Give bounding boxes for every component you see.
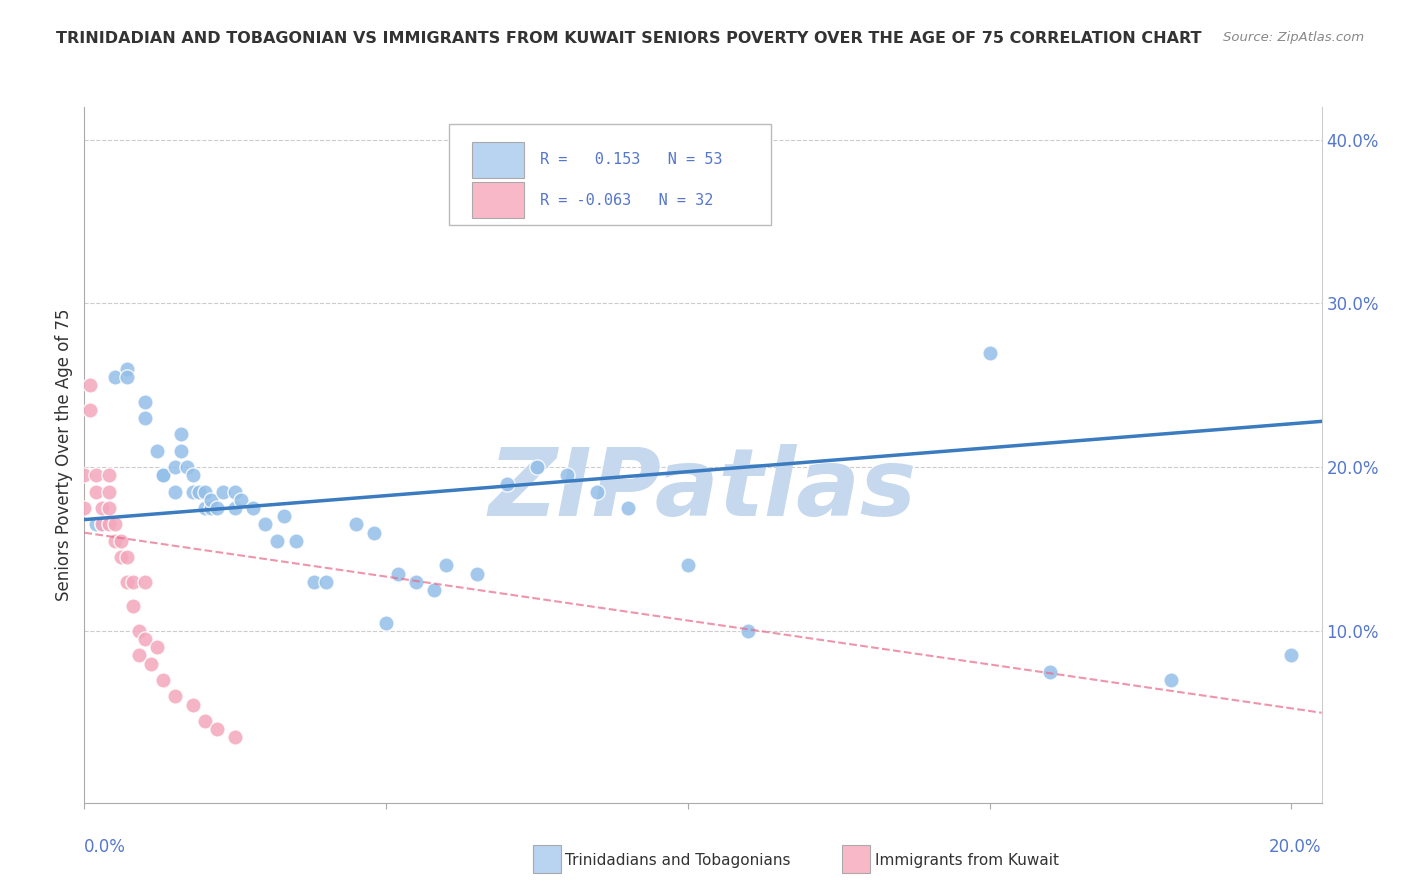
FancyBboxPatch shape xyxy=(450,124,770,226)
Point xyxy=(1039,665,1062,679)
Point xyxy=(128,624,150,638)
Point xyxy=(387,566,409,581)
Point xyxy=(302,574,325,589)
Point xyxy=(79,403,101,417)
Text: R = -0.063   N = 32: R = -0.063 N = 32 xyxy=(540,193,713,208)
Point xyxy=(242,501,264,516)
Point xyxy=(737,624,759,638)
Point xyxy=(194,714,217,728)
Point xyxy=(103,517,125,532)
Point xyxy=(86,484,108,499)
Point xyxy=(103,533,125,548)
Point xyxy=(163,690,186,704)
Point xyxy=(254,517,277,532)
Point xyxy=(465,566,488,581)
Point xyxy=(91,517,114,532)
Point xyxy=(170,443,193,458)
Point xyxy=(110,533,132,548)
FancyBboxPatch shape xyxy=(471,182,523,219)
Point xyxy=(163,484,186,499)
Point xyxy=(139,657,162,671)
Point xyxy=(205,722,228,736)
Point xyxy=(676,558,699,573)
Point xyxy=(163,460,186,475)
Point xyxy=(134,632,156,646)
Point xyxy=(375,615,398,630)
Point xyxy=(73,501,96,516)
Point xyxy=(344,517,367,532)
Point xyxy=(103,370,125,384)
Point xyxy=(273,509,295,524)
Point xyxy=(423,582,446,597)
Point xyxy=(266,533,288,548)
Point xyxy=(205,501,228,516)
Point xyxy=(405,574,427,589)
Text: 0.0%: 0.0% xyxy=(84,838,127,855)
Point xyxy=(555,468,578,483)
Point xyxy=(91,517,114,532)
Point xyxy=(176,460,198,475)
Point xyxy=(231,492,253,507)
Text: Source: ZipAtlas.com: Source: ZipAtlas.com xyxy=(1223,31,1364,45)
Point xyxy=(91,501,114,516)
Point xyxy=(188,484,211,499)
Point xyxy=(97,517,120,532)
Point xyxy=(979,345,1001,359)
Point xyxy=(181,468,204,483)
Point xyxy=(97,484,120,499)
Point xyxy=(128,648,150,663)
Point xyxy=(526,460,548,475)
Point xyxy=(181,484,204,499)
Point xyxy=(315,574,337,589)
FancyBboxPatch shape xyxy=(471,142,523,178)
Text: TRINIDADIAN AND TOBAGONIAN VS IMMIGRANTS FROM KUWAIT SENIORS POVERTY OVER THE AG: TRINIDADIAN AND TOBAGONIAN VS IMMIGRANTS… xyxy=(56,31,1202,46)
Point xyxy=(200,492,222,507)
Text: Trinidadians and Tobagonians: Trinidadians and Tobagonians xyxy=(565,854,790,868)
Point xyxy=(1281,648,1303,663)
Point xyxy=(224,731,246,745)
Point xyxy=(616,501,638,516)
Text: Immigrants from Kuwait: Immigrants from Kuwait xyxy=(875,854,1059,868)
Point xyxy=(134,411,156,425)
Point xyxy=(110,550,132,565)
Point xyxy=(97,501,120,516)
Point xyxy=(115,362,138,376)
Point xyxy=(134,574,156,589)
Point xyxy=(194,484,217,499)
Point xyxy=(152,468,174,483)
Point xyxy=(284,533,307,548)
Point xyxy=(146,443,169,458)
Point xyxy=(115,550,138,565)
Point xyxy=(495,476,517,491)
Point xyxy=(181,698,204,712)
Point xyxy=(115,370,138,384)
Point xyxy=(152,468,174,483)
Y-axis label: Seniors Poverty Over the Age of 75: Seniors Poverty Over the Age of 75 xyxy=(55,309,73,601)
Text: R =   0.153   N = 53: R = 0.153 N = 53 xyxy=(540,153,723,168)
Point xyxy=(170,427,193,442)
Point xyxy=(97,468,120,483)
Point xyxy=(194,501,217,516)
Text: 20.0%: 20.0% xyxy=(1270,838,1322,855)
Point xyxy=(363,525,385,540)
Point xyxy=(436,558,458,573)
Point xyxy=(73,468,96,483)
Point xyxy=(1160,673,1182,687)
Point xyxy=(212,484,235,499)
Point xyxy=(224,484,246,499)
Point xyxy=(134,394,156,409)
Point xyxy=(152,673,174,687)
Point xyxy=(121,599,143,614)
Text: ZIPatlas: ZIPatlas xyxy=(489,443,917,536)
Point xyxy=(79,378,101,392)
Point xyxy=(121,574,143,589)
Point xyxy=(224,501,246,516)
Point xyxy=(86,517,108,532)
Point xyxy=(586,484,609,499)
Point xyxy=(200,501,222,516)
Point xyxy=(86,468,108,483)
Point xyxy=(146,640,169,655)
Point xyxy=(115,574,138,589)
